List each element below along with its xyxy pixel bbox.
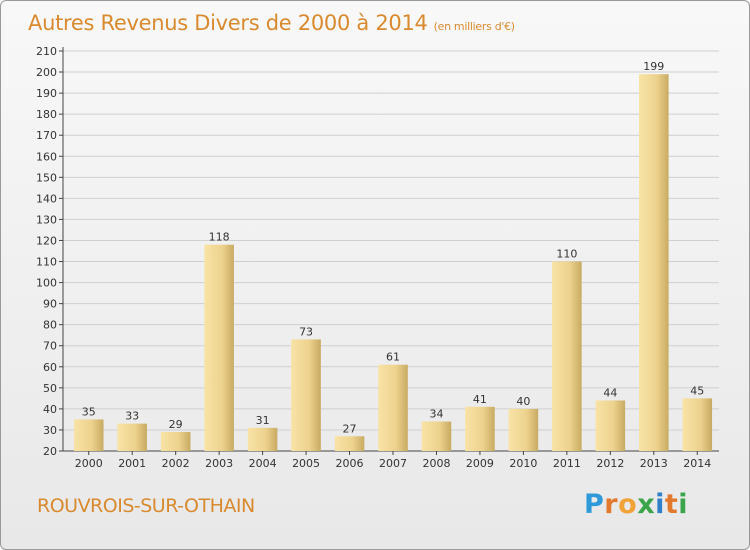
data-label: 40	[516, 395, 530, 408]
y-tick-label: 160	[36, 150, 57, 163]
bar	[595, 400, 626, 451]
y-tick-label: 20	[43, 445, 57, 458]
x-tick-label: 2005	[292, 457, 320, 470]
title-text: Autres Revenus Divers de 2000 à 2014	[28, 11, 428, 35]
y-tick-label: 30	[43, 424, 57, 437]
bar	[160, 432, 191, 451]
data-label: 44	[603, 386, 617, 399]
x-tick-label: 2002	[162, 457, 190, 470]
bar	[639, 74, 669, 451]
logo-letter: o	[618, 489, 638, 520]
x-tick-label: 2000	[75, 457, 103, 470]
bar-layer	[73, 74, 713, 451]
bar	[508, 408, 539, 451]
bar	[204, 244, 234, 451]
logo-letter: r	[604, 489, 619, 520]
logo-letter: x	[637, 489, 656, 520]
y-tick-label: 200	[36, 66, 57, 79]
x-tick-label: 2013	[640, 457, 668, 470]
y-tick-label: 40	[43, 403, 57, 416]
logo-letter: i	[678, 489, 689, 520]
bar	[117, 423, 147, 451]
x-tick-label: 2004	[249, 457, 277, 470]
data-label: 41	[473, 393, 487, 406]
data-label: 35	[82, 405, 96, 418]
bar	[421, 421, 452, 451]
x-tick-label: 2009	[466, 457, 494, 470]
x-tick-label: 2012	[596, 457, 624, 470]
logo-letter: t	[664, 489, 679, 520]
proxiti-logo: Proxiti	[584, 489, 688, 520]
commune-name: ROUVROIS-SUR-OTHAIN	[37, 495, 255, 517]
y-tick-label: 80	[43, 319, 57, 332]
data-label: 29	[169, 418, 183, 431]
data-label: 199	[643, 60, 664, 73]
bar	[291, 339, 321, 451]
y-tick-label: 70	[43, 340, 57, 353]
data-label: 27	[343, 422, 357, 435]
y-tick-label: 210	[36, 45, 57, 58]
data-label: 31	[256, 414, 270, 427]
x-tick-label: 2003	[205, 457, 233, 470]
y-tick-label: 110	[36, 256, 57, 269]
y-tick-label: 180	[36, 108, 57, 121]
data-label: 110	[556, 248, 577, 261]
y-tick-label: 60	[43, 361, 57, 374]
bar	[552, 261, 582, 451]
data-label: 33	[125, 410, 139, 423]
bar	[378, 364, 408, 451]
data-label: 118	[209, 231, 230, 244]
logo-letter: P	[584, 489, 605, 520]
chart-title: Autres Revenus Divers de 2000 à 2014 (en …	[28, 11, 515, 35]
y-tick-label: 90	[43, 298, 57, 311]
y-tick-label: 130	[36, 213, 57, 226]
bar	[73, 419, 104, 451]
y-tick-label: 170	[36, 129, 57, 142]
y-tick-label: 120	[36, 234, 57, 247]
axis-layer: 20 30 40 50 60 70 80 90 100 110 120 130 140 150 160 170…	[36, 45, 719, 470]
logo-letter: i	[655, 489, 665, 520]
x-tick-label: 2014	[683, 457, 711, 470]
data-label: 45	[690, 384, 704, 397]
data-label: 34	[429, 408, 443, 421]
data-label: 61	[386, 351, 400, 364]
x-tick-label: 2008	[422, 457, 450, 470]
y-tick-label: 190	[36, 87, 57, 100]
bar	[682, 398, 713, 451]
bar	[465, 406, 495, 451]
y-tick-label: 150	[36, 171, 57, 184]
title-unit: (en milliers d'€)	[433, 20, 515, 33]
label-layer: 35 33 29 118 31 73 27 61 34 41 40 110 44 199 45	[82, 60, 705, 435]
data-label: 73	[299, 325, 313, 338]
x-tick-label: 2010	[509, 457, 537, 470]
x-tick-label: 2011	[553, 457, 581, 470]
y-tick-label: 50	[43, 382, 57, 395]
y-tick-label: 140	[36, 192, 57, 205]
x-tick-label: 2007	[379, 457, 407, 470]
x-tick-label: 2001	[118, 457, 146, 470]
bar	[334, 436, 365, 451]
y-tick-label: 100	[36, 277, 57, 290]
bar	[247, 427, 278, 451]
x-tick-label: 2006	[336, 457, 364, 470]
